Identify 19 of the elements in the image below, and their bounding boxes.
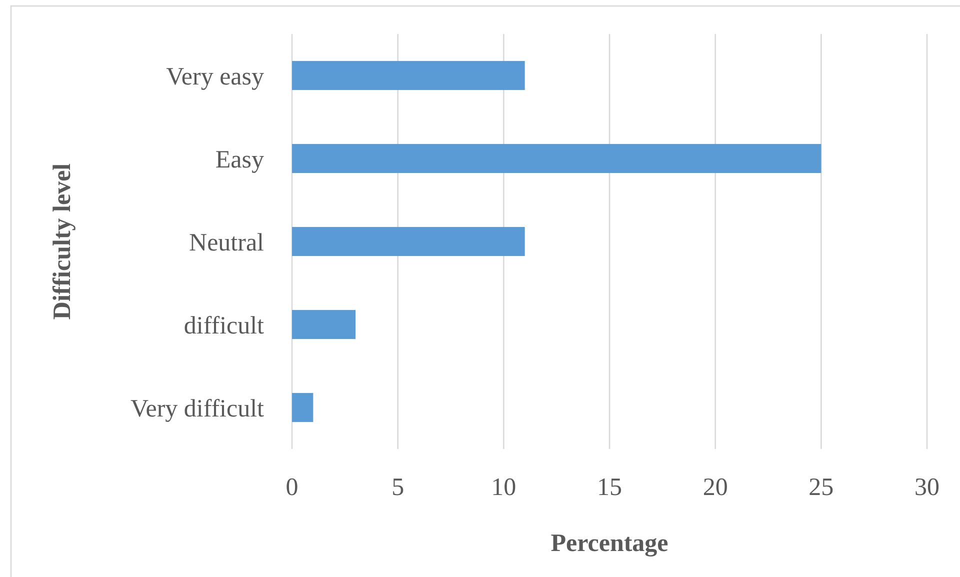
y-tick-label: Very easy [166,63,264,90]
x-tick-label: 25 [808,474,834,501]
x-tick-label: 5 [392,474,404,501]
bar [292,226,525,256]
x-tick-label: 20 [702,474,728,501]
x-tick-label: 15 [597,474,622,501]
x-tick-label: 0 [286,474,298,501]
bar [292,144,822,174]
y-tick-label: difficult [184,312,264,340]
y-tick-label: Easy [215,146,264,174]
bar [292,392,314,422]
bar [292,60,525,90]
y-tick-label: Neutral [189,229,264,256]
y-axis-title: Difficulty level [49,163,76,320]
x-tick-label: 30 [914,474,940,501]
x-axis-title: Percentage [550,530,668,557]
x-tick-label: 10 [491,474,516,501]
bar [292,310,356,340]
y-tick-label: Very difficult [130,395,264,422]
